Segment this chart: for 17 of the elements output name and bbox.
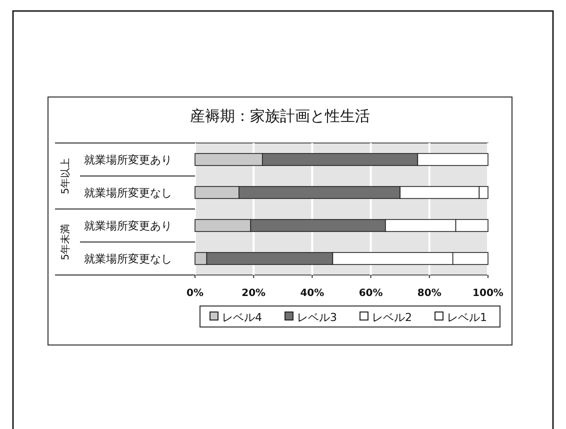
x-tick-label: 0% [186,288,204,299]
y-tick-label: 就業場所変更なし [84,186,172,200]
y-tick-label: 就業場所変更あり [84,154,172,166]
x-tick-label: 60% [358,288,383,299]
x-tick-label: 40% [300,288,324,299]
y-tick-label: 就業場所変更なし [84,252,172,266]
y-tick-label: 就業場所変更あり [84,220,172,232]
legend-label: レベル2 [372,311,412,324]
x-tick-label: 100% [472,288,504,299]
x-tick-label: 80% [417,288,442,299]
legend-label: レベル3 [297,311,337,324]
legend-label: レベル4 [222,311,262,324]
x-tick-label: 20% [242,288,266,299]
legend-label: レベル1 [447,311,487,324]
text: 5年以上 [60,158,72,194]
text: 5年未満 [60,224,72,260]
chart-title: 産褥期：家族計画と性生活 [190,107,370,125]
